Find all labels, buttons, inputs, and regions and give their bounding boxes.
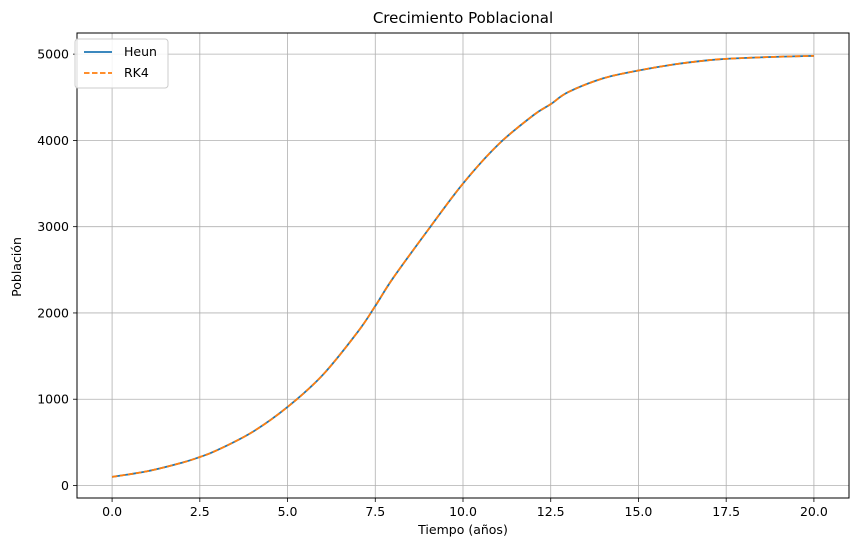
legend: Heun RK4 bbox=[74, 38, 169, 89]
plot-area: 0.0 2.5 5.0 7.5 10.0 12.5 15.0 17.5 20.0 0 1000 200… bbox=[37, 32, 850, 519]
x-tick-label: 7.5 bbox=[365, 504, 385, 519]
series-lines bbox=[111, 54, 814, 478]
y-axis-label: Población bbox=[9, 237, 24, 297]
x-tick-label: 0.0 bbox=[102, 504, 122, 519]
x-tick-label: 2.5 bbox=[190, 504, 210, 519]
legend-label-rk4: RK4 bbox=[124, 65, 149, 80]
x-tick-label: 10.0 bbox=[449, 504, 477, 519]
x-axis-label: Tiempo (años) bbox=[417, 522, 508, 537]
x-tick-label: 5.0 bbox=[278, 504, 298, 519]
legend-label-heun: Heun bbox=[124, 44, 157, 59]
y-tick-label: 1000 bbox=[37, 392, 69, 407]
chart-title: Crecimiento Poblacional bbox=[373, 9, 553, 27]
x-tick-label: 15.0 bbox=[625, 504, 653, 519]
x-tick-label: 17.5 bbox=[712, 504, 740, 519]
y-tick-label: 4000 bbox=[37, 133, 69, 148]
y-tick-label: 2000 bbox=[37, 305, 69, 320]
grid-lines bbox=[77, 33, 849, 498]
series-line-rk4 bbox=[111, 54, 814, 478]
x-tick-label: 12.5 bbox=[537, 504, 565, 519]
y-tick-label: 5000 bbox=[37, 47, 69, 62]
axis-ticks: 0.0 2.5 5.0 7.5 10.0 12.5 15.0 17.5 20.0 0 1000 200… bbox=[37, 47, 828, 519]
y-tick-label: 0 bbox=[61, 478, 69, 493]
x-tick-label: 20.0 bbox=[800, 504, 828, 519]
y-tick-label: 3000 bbox=[37, 219, 69, 234]
